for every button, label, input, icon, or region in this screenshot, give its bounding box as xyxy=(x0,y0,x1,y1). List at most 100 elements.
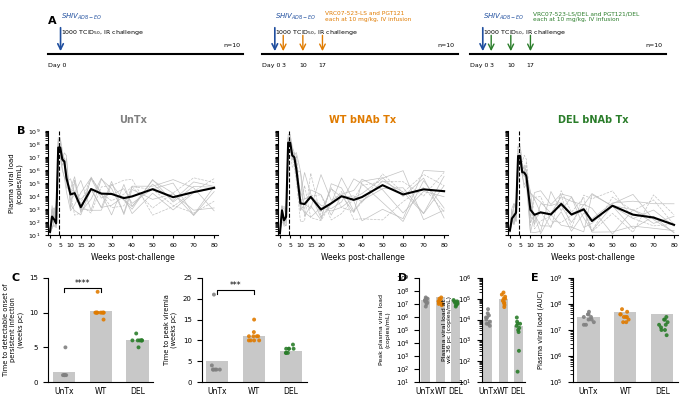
Point xyxy=(251,333,262,339)
Point xyxy=(288,341,299,348)
Point xyxy=(586,316,597,323)
Bar xyxy=(514,326,523,398)
Point xyxy=(214,367,225,373)
Point xyxy=(451,301,462,307)
Point xyxy=(253,333,264,339)
Text: B: B xyxy=(17,126,25,136)
Point xyxy=(421,301,432,307)
Point xyxy=(97,310,108,316)
Point xyxy=(660,322,671,328)
Text: n=10: n=10 xyxy=(438,43,454,48)
Point xyxy=(499,293,510,300)
Point xyxy=(621,314,632,320)
Point xyxy=(512,369,523,375)
Text: SHIV$_{AD8-EO}$: SHIV$_{AD8-EO}$ xyxy=(483,12,525,22)
Point xyxy=(421,303,432,310)
Point xyxy=(127,337,138,343)
Text: ***: *** xyxy=(230,281,242,290)
X-axis label: Weeks post-challenge: Weeks post-challenge xyxy=(321,254,405,262)
Bar xyxy=(53,372,75,382)
Point xyxy=(434,299,445,306)
Point xyxy=(211,367,222,373)
Text: 1000 TCID$_{50}$, IR challenge: 1000 TCID$_{50}$, IR challenge xyxy=(483,28,566,37)
Point xyxy=(98,310,109,316)
Point xyxy=(512,327,523,333)
Point xyxy=(284,345,295,352)
Point xyxy=(433,298,444,304)
Point xyxy=(498,296,509,302)
Text: 17: 17 xyxy=(527,63,534,68)
Point xyxy=(622,308,633,315)
Text: A: A xyxy=(48,16,57,26)
Bar xyxy=(451,300,460,398)
Bar xyxy=(484,320,493,398)
Point xyxy=(284,345,295,352)
Point xyxy=(616,306,627,312)
Point xyxy=(435,297,446,303)
Point xyxy=(92,289,103,295)
Point xyxy=(92,310,103,316)
X-axis label: Weeks post-challenge: Weeks post-challenge xyxy=(551,254,635,262)
Bar xyxy=(90,311,112,382)
Point xyxy=(621,314,632,320)
Point xyxy=(499,304,510,310)
Text: Day 0: Day 0 xyxy=(262,63,281,68)
Text: VRC07-523-LS/DEL and PGT121/DEL
each at 10 mg/kg, IV infusion: VRC07-523-LS/DEL and PGT121/DEL each at … xyxy=(533,11,640,22)
Point xyxy=(658,316,669,323)
Bar xyxy=(651,314,673,398)
Point xyxy=(249,316,260,323)
Point xyxy=(98,316,109,323)
Text: VRC07-523-LS and PGT121
each at 10 mg/kg, IV infusion: VRC07-523-LS and PGT121 each at 10 mg/kg… xyxy=(325,11,412,22)
Point xyxy=(436,301,447,307)
Point xyxy=(514,320,525,327)
Point xyxy=(134,337,145,343)
Point xyxy=(513,329,524,335)
Point xyxy=(514,347,525,354)
Point xyxy=(619,314,630,320)
Y-axis label: Plasma viral load
(copies/mL): Plasma viral load (copies/mL) xyxy=(9,153,22,213)
Point xyxy=(136,337,147,343)
Text: Day 0: Day 0 xyxy=(471,63,489,68)
Text: Day 0: Day 0 xyxy=(48,63,66,68)
Bar xyxy=(127,340,149,382)
Point xyxy=(436,301,447,307)
Point xyxy=(497,291,508,298)
Point xyxy=(421,294,432,300)
Text: n=10: n=10 xyxy=(645,43,662,48)
Point xyxy=(449,299,460,306)
Point xyxy=(436,294,447,300)
Text: C: C xyxy=(11,273,19,283)
Point xyxy=(288,345,299,352)
Point xyxy=(621,319,632,326)
Point xyxy=(653,322,664,328)
Y-axis label: Plasma viral load (AUC): Plasma viral load (AUC) xyxy=(537,291,544,369)
Point xyxy=(421,296,432,302)
Point xyxy=(578,322,589,328)
Point xyxy=(61,372,72,378)
Point xyxy=(511,323,522,329)
Point xyxy=(208,367,219,373)
Point xyxy=(420,298,431,304)
Point xyxy=(243,337,254,343)
Point xyxy=(582,311,593,318)
Point xyxy=(58,372,68,378)
Point xyxy=(451,302,462,308)
Text: SHIV$_{AD8-EO}$: SHIV$_{AD8-EO}$ xyxy=(60,12,102,22)
Point xyxy=(484,318,495,325)
Point xyxy=(420,297,431,303)
Point xyxy=(586,314,597,320)
Point xyxy=(434,298,445,304)
Point xyxy=(452,299,463,306)
Y-axis label: Peak plasma viral load
(copies/mL): Peak plasma viral load (copies/mL) xyxy=(379,295,390,365)
Point xyxy=(136,337,147,343)
Point xyxy=(208,291,219,298)
Bar xyxy=(280,351,302,382)
Y-axis label: Time to peak viremia
(weeks pc): Time to peak viremia (weeks pc) xyxy=(164,295,177,365)
Point xyxy=(588,319,599,326)
Point xyxy=(206,362,217,369)
Point xyxy=(656,324,667,331)
Point xyxy=(583,316,594,323)
Point xyxy=(623,316,634,323)
Point xyxy=(499,296,510,302)
Text: n=10: n=10 xyxy=(223,43,240,48)
